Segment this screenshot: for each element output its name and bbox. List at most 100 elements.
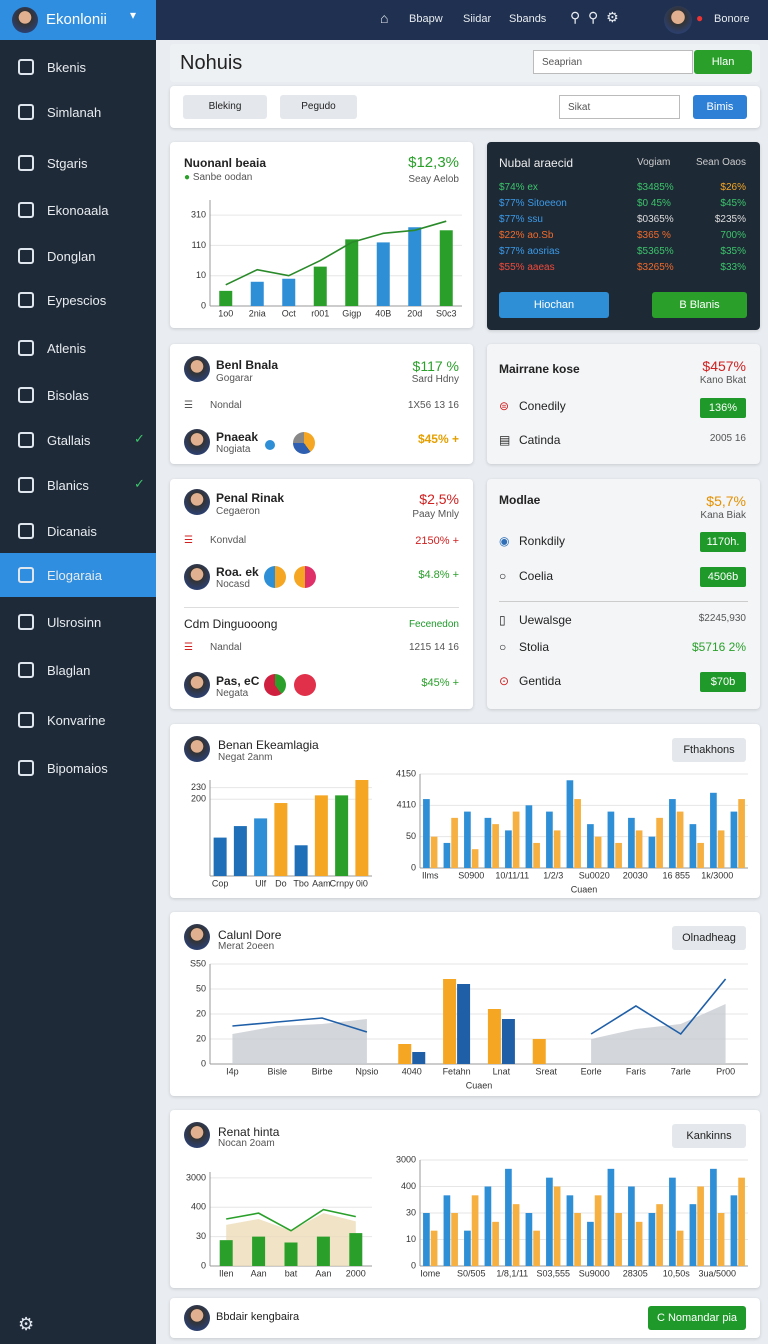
row-badge: 4506b xyxy=(700,567,746,587)
chip[interactable]: Pegudo xyxy=(280,95,357,119)
x-tick-label: Birbe xyxy=(312,1066,333,1076)
card-button[interactable]: Olnadheag xyxy=(672,926,746,950)
nav-item[interactable]: Atlenis xyxy=(0,326,156,370)
y-tick-label: S50 xyxy=(190,958,206,968)
bar xyxy=(250,281,264,306)
bar xyxy=(628,817,635,868)
nav-item[interactable]: Konvarine xyxy=(0,698,156,742)
person-role: Negata xyxy=(216,688,249,699)
card-title: Mairrane kose xyxy=(499,362,580,376)
top-link[interactable]: Bbapw xyxy=(409,13,443,25)
nav-item[interactable]: Gtallais ✓ xyxy=(0,418,156,462)
table-cell: $3265% xyxy=(637,262,674,273)
x-tick-label: 1/8,1/11 xyxy=(496,1268,528,1278)
bar xyxy=(607,1168,615,1266)
bar xyxy=(607,811,615,868)
y-tick-label: 0 xyxy=(201,1260,206,1270)
nav-item[interactable]: Stgaris xyxy=(0,141,156,185)
nav-label: Eypescios xyxy=(47,293,107,308)
nav-label: Elogaraia xyxy=(47,568,102,583)
section-link[interactable]: Fecenedon xyxy=(408,619,459,630)
footer-button[interactable]: C Nomandar pia xyxy=(648,1306,746,1330)
x-axis-label: Cuaen xyxy=(466,1080,493,1090)
bar xyxy=(710,1168,717,1266)
x-tick-label: 7arle xyxy=(671,1066,691,1076)
nav-icon xyxy=(18,614,34,630)
bar xyxy=(594,1195,602,1266)
x-tick-label: S0c3 xyxy=(436,308,457,318)
user-name[interactable]: Bonore xyxy=(714,13,750,25)
nav-label: Gtallais xyxy=(47,433,91,448)
bar xyxy=(484,1186,492,1266)
bar xyxy=(471,1195,479,1266)
bar xyxy=(738,1177,745,1266)
bar xyxy=(553,1186,561,1266)
bar xyxy=(376,242,390,306)
nav-item[interactable]: Ulsrosinn xyxy=(0,600,156,644)
nav-icon xyxy=(18,202,34,218)
top-link[interactable]: Sbands xyxy=(509,13,547,25)
y-tick-label: 20 xyxy=(196,1008,206,1018)
bar xyxy=(439,230,453,306)
search[interactable]: Seaprian xyxy=(533,50,693,74)
bar xyxy=(314,795,328,876)
header-button[interactable]: Hlan xyxy=(694,50,752,74)
table-cell: $33% xyxy=(720,262,746,273)
nav-item[interactable]: Ekonoaala xyxy=(0,188,156,232)
nav-item[interactable]: Blanics ✓ xyxy=(0,463,156,507)
filter-bar: Bleking Pegudo Sikat Bimis xyxy=(170,86,760,128)
nav-label: Blaglan xyxy=(47,663,91,678)
nav-item[interactable]: Elogaraia xyxy=(0,553,156,597)
card-sub: Merat 2oeen xyxy=(218,941,275,952)
x-tick-label: Sreat xyxy=(535,1066,557,1076)
check-icon: ✓ xyxy=(134,476,145,491)
nav-item[interactable]: Dicanais xyxy=(0,509,156,553)
card-title: Nubal araecid xyxy=(499,156,574,170)
bar xyxy=(412,1052,426,1064)
brand[interactable]: Ekonlonii ▾ xyxy=(0,0,156,40)
person-name: Roa. ek xyxy=(216,565,259,579)
x-tick-label: Aam xyxy=(312,878,331,888)
area xyxy=(232,1004,726,1064)
nav-item[interactable]: Blaglan xyxy=(0,648,156,692)
bar xyxy=(533,842,540,868)
nav-item[interactable]: Donglan xyxy=(0,234,156,278)
table-cell: $5365% xyxy=(637,246,674,257)
person-name: Benl Bnala xyxy=(216,358,279,372)
card-button[interactable]: Fthakhons xyxy=(672,738,746,762)
bar xyxy=(525,805,533,868)
card-button[interactable]: Kankinns xyxy=(672,1124,746,1148)
nav-label: Konvarine xyxy=(47,713,106,728)
nav-item[interactable]: Bisolas xyxy=(0,373,156,417)
nav-item[interactable]: Eypescios xyxy=(0,278,156,322)
bar xyxy=(525,1213,533,1266)
nav-icon xyxy=(18,248,34,264)
button[interactable]: Hiochan xyxy=(499,292,609,318)
nav-item[interactable]: Simlanah xyxy=(0,90,156,134)
table-cell: $26% xyxy=(720,182,746,193)
nav-label: Ekonoaala xyxy=(47,203,109,218)
button[interactable]: B Blanis xyxy=(652,292,747,318)
chip[interactable]: Bleking xyxy=(183,95,267,119)
x-tick-label: Bisle xyxy=(267,1066,287,1076)
x-tick-label: Ulf xyxy=(255,878,266,888)
person-role: Nogiata xyxy=(216,444,251,455)
filter-button[interactable]: Bimis xyxy=(693,95,747,119)
x-tick-label: 1o0 xyxy=(218,308,233,318)
nav-item[interactable]: Bipomaios xyxy=(0,746,156,790)
table-cell: $45% xyxy=(720,198,746,209)
nav-label: Atlenis xyxy=(47,341,87,356)
row-label: Uewalsge xyxy=(519,613,572,627)
nav-item[interactable]: Bkenis xyxy=(0,45,156,89)
x-tick-label: 28305 xyxy=(623,1268,648,1278)
line xyxy=(225,220,447,286)
card-title: Calunl Dore xyxy=(218,928,282,942)
settings-icon[interactable]: ⚙ xyxy=(18,1314,35,1334)
bar xyxy=(430,1230,438,1266)
bar xyxy=(738,799,745,868)
dark-card: Nubal araecid Vogiam Sean Oaos $74% ex $3… xyxy=(487,142,760,330)
top-link[interactable]: Siidar xyxy=(463,13,492,25)
search[interactable]: Sikat xyxy=(559,95,680,119)
bar xyxy=(254,818,268,876)
